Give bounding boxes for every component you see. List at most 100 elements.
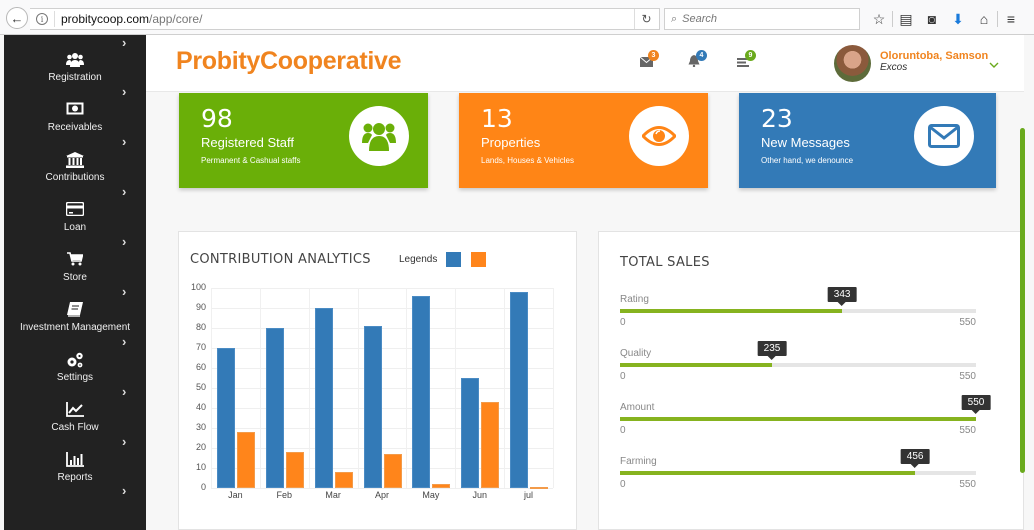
back-button[interactable]: ←	[6, 7, 28, 29]
reading-list-icon[interactable]: ▤	[899, 10, 913, 27]
slider-value-tooltip: 343	[827, 287, 857, 306]
slider-track[interactable]: 456	[620, 449, 976, 475]
card-new-messages[interactable]: 23 New Messages Other hand, we denounce	[739, 93, 996, 188]
chevron-right-icon[interactable]: ›	[122, 35, 127, 50]
sidebar-item-loan[interactable]: Loan	[4, 201, 146, 252]
gridline	[211, 448, 553, 449]
x-axis-tick: Feb	[276, 490, 293, 500]
download-icon[interactable]: ⬇	[952, 10, 964, 27]
bar-mar-series-2[interactable]	[334, 472, 353, 488]
pocket-icon[interactable]: ◙	[927, 11, 937, 27]
slider-track[interactable]: 343	[620, 287, 976, 313]
bar-feb-series-2[interactable]	[285, 452, 304, 488]
bar-apr-series-2[interactable]	[383, 454, 402, 488]
card-properties[interactable]: 13 Properties Lands, Houses & Vehicles	[459, 93, 708, 188]
sidebar-item-settings[interactable]: Settings	[4, 352, 146, 402]
bar-jun-series-1[interactable]	[461, 378, 480, 488]
sidebar-item-contributions[interactable]: Contributions	[4, 152, 146, 202]
gridline	[211, 288, 553, 289]
toolbar-divider	[997, 11, 998, 27]
chevron-right-icon[interactable]: ›	[122, 84, 127, 99]
chevron-down-icon[interactable]	[989, 59, 999, 71]
sidebar-item-reports[interactable]: Reports	[4, 452, 146, 502]
brand-logo[interactable]: ProbityCooperative	[176, 47, 402, 75]
gridline	[211, 428, 553, 429]
y-axis-tick: 20	[195, 442, 206, 452]
bar-mar-series-1[interactable]	[314, 308, 333, 488]
chevron-right-icon[interactable]: ›	[122, 234, 127, 249]
card-registered-staff[interactable]: 98 Registered Staff Permanent & Cashual …	[179, 93, 428, 188]
sidebar-item-investment-management[interactable]: Investment Management	[4, 302, 146, 352]
bar-chart-icon	[4, 452, 146, 468]
card-number: 98	[201, 104, 233, 133]
sidebar-item-label: Investment Management	[19, 322, 131, 333]
browser-search-input[interactable]: ⌕ Search	[664, 8, 860, 30]
bar-apr-series-1[interactable]	[363, 326, 382, 488]
bar-may-series-1[interactable]	[412, 296, 431, 488]
x-axis-tick: Jun	[472, 490, 487, 500]
slider-quality: Quality 235 0 550	[620, 341, 976, 398]
sidebar: › Registration › Receivables › Contribut…	[4, 35, 146, 530]
bar-jan-series-1[interactable]	[217, 348, 235, 488]
gridline	[211, 308, 553, 309]
bar-jan-series-2[interactable]	[237, 432, 255, 488]
vertical-gridline	[504, 288, 506, 488]
page-scrollbar[interactable]	[1020, 128, 1025, 473]
user-name[interactable]: Oloruntoba, Samson	[880, 50, 989, 62]
slider-track[interactable]: 550	[620, 395, 991, 421]
y-axis-tick: 80	[195, 322, 206, 332]
bar-chart: 100 90 80 70 60 50 40 30 20 10 0 Jan Feb Mar Apr May Jun…	[179, 280, 577, 510]
notifications-badge: 4	[696, 50, 707, 61]
chevron-right-icon[interactable]: ›	[122, 384, 127, 399]
sidebar-item-receivables[interactable]: Receivables	[4, 102, 146, 152]
card-title: Registered Staff	[201, 135, 294, 150]
sidebar-item-cash-flow[interactable]: Cash Flow	[4, 402, 146, 452]
chevron-right-icon[interactable]: ›	[122, 483, 127, 498]
bar-jul-series-1[interactable]	[510, 292, 529, 488]
star-icon[interactable]: ☆	[872, 10, 886, 27]
contribution-analytics-panel: CONTRIBUTION ANALYTICS Legends 100 90 80 70…	[178, 231, 577, 530]
browser-toolbar: ← i probitycoop.com/app/core/ ↻ ⌕ Search…	[0, 0, 1034, 35]
legend-swatch-series-1[interactable]	[446, 252, 461, 267]
gridline	[211, 388, 553, 389]
chevron-right-icon[interactable]: ›	[122, 434, 127, 449]
bar-feb-series-1[interactable]	[265, 328, 284, 488]
address-bar[interactable]: i probitycoop.com/app/core/	[30, 8, 660, 30]
tasks-button[interactable]: 9	[737, 50, 756, 70]
menu-icon[interactable]: ≡	[1006, 11, 1016, 27]
y-axis-tick: 60	[195, 362, 206, 372]
gridline	[211, 348, 553, 349]
slider-max: 550	[959, 317, 976, 328]
slider-value-tooltip: 235	[757, 341, 787, 360]
sidebar-item-label: Store	[63, 272, 87, 283]
slider-fill	[620, 417, 976, 421]
slider-label: Farming	[620, 456, 657, 467]
tasks-badge: 9	[745, 50, 756, 61]
avatar[interactable]	[834, 45, 871, 82]
messages-button[interactable]: 3	[639, 50, 659, 70]
y-axis-tick: 30	[195, 422, 206, 432]
chevron-right-icon[interactable]: ›	[122, 284, 127, 299]
chevron-right-icon[interactable]: ›	[122, 334, 127, 349]
gridline	[211, 468, 553, 469]
sidebar-item-registration[interactable]: Registration	[4, 52, 146, 102]
notifications-button[interactable]: 4	[688, 50, 707, 70]
bar-jul-series-2[interactable]	[530, 487, 549, 489]
chevron-right-icon[interactable]: ›	[122, 184, 127, 199]
reload-button[interactable]: ↻	[634, 9, 658, 29]
bank-icon	[4, 152, 146, 168]
chevron-right-icon[interactable]: ›	[122, 134, 127, 149]
vertical-gridline	[455, 288, 457, 488]
slider-track[interactable]: 235	[620, 341, 976, 367]
bar-may-series-2[interactable]	[432, 484, 451, 488]
slider-fill	[620, 309, 843, 313]
browser-toolbar-icons: ☆ ▤ ◙ ⬇ ⌂ ≡	[866, 8, 1024, 30]
sidebar-item-store[interactable]: Store	[4, 252, 146, 302]
info-icon[interactable]: i	[36, 13, 48, 25]
slider-amount: Amount 550 0 550	[620, 395, 991, 452]
sidebar-item-label: Reports	[57, 472, 93, 483]
vertical-gridline	[357, 288, 359, 488]
bar-jun-series-2[interactable]	[481, 402, 500, 488]
legend-swatch-series-2[interactable]	[471, 252, 486, 267]
home-icon[interactable]: ⌂	[979, 11, 989, 27]
